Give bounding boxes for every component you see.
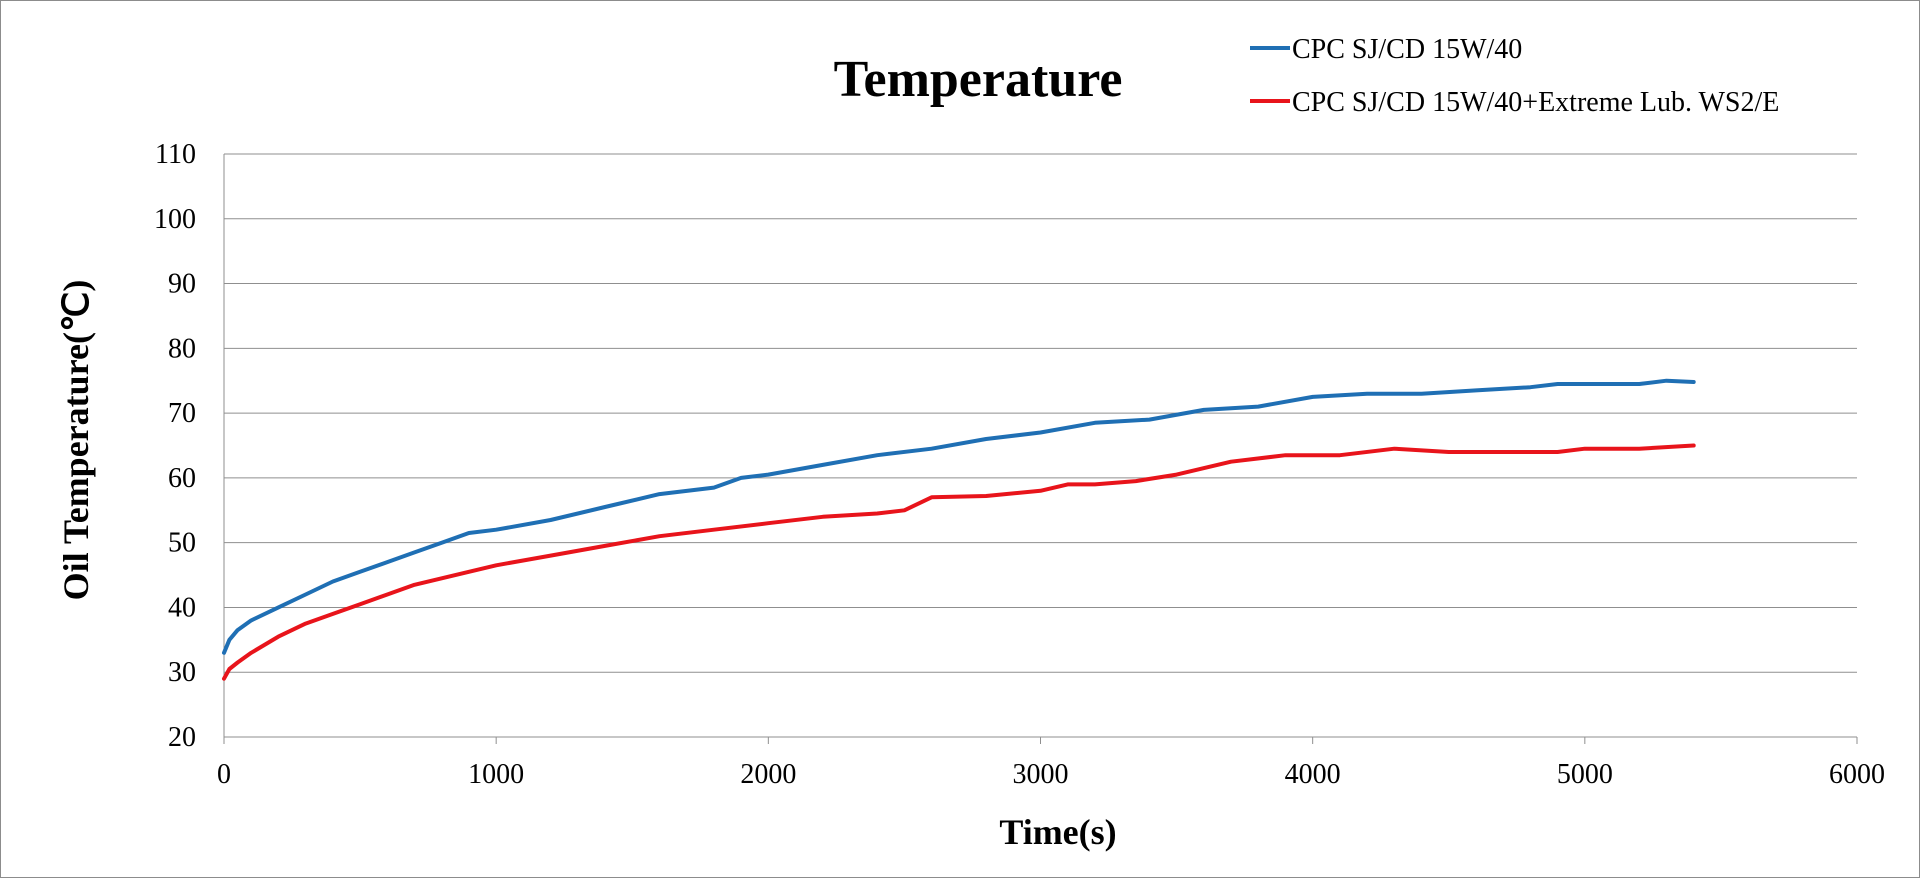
- y-tick-label: 80: [168, 333, 196, 364]
- y-tick-label: 20: [168, 722, 196, 753]
- chart-title: Temperature: [834, 51, 1123, 108]
- x-axis-label: Time(s): [999, 812, 1116, 852]
- y-tick-label: 110: [155, 139, 196, 170]
- legend-label-series-2: CPC SJ/CD 15W/40+Extreme Lub. WS2/E: [1292, 87, 1779, 118]
- x-tick-label: 6000: [1829, 759, 1885, 790]
- y-tick-labels: 20 30 40 50 60 70 80 90 100 110: [154, 139, 196, 753]
- legend-label-series-1: CPC SJ/CD 15W/40: [1292, 34, 1522, 65]
- gridlines: [223, 153, 1858, 744]
- y-tick-label: 70: [168, 398, 196, 429]
- x-tick-label: 1000: [468, 759, 524, 790]
- y-axis-label: Oil Temperature(℃): [56, 280, 96, 601]
- x-tick-label: 4000: [1285, 759, 1341, 790]
- x-tick-label: 5000: [1557, 759, 1613, 790]
- x-tick-label: 2000: [740, 759, 796, 790]
- x-tick-labels: 0 1000 2000 3000 4000 5000 6000: [217, 759, 1885, 790]
- x-tick-label: 0: [217, 759, 231, 790]
- y-tick-label: 30: [168, 657, 196, 688]
- series-line-2: [222, 443, 1696, 681]
- y-tick-label: 60: [168, 463, 196, 494]
- y-tick-label: 90: [168, 269, 196, 300]
- series-lines: [222, 378, 1696, 681]
- y-tick-label: 100: [154, 204, 196, 235]
- x-tick-label: 3000: [1013, 759, 1069, 790]
- y-tick-label: 40: [168, 592, 196, 623]
- series-line-1: [222, 378, 1696, 655]
- legend: CPC SJ/CD 15W/40 CPC SJ/CD 15W/40+Extrem…: [1250, 34, 1779, 118]
- y-tick-label: 50: [168, 528, 196, 559]
